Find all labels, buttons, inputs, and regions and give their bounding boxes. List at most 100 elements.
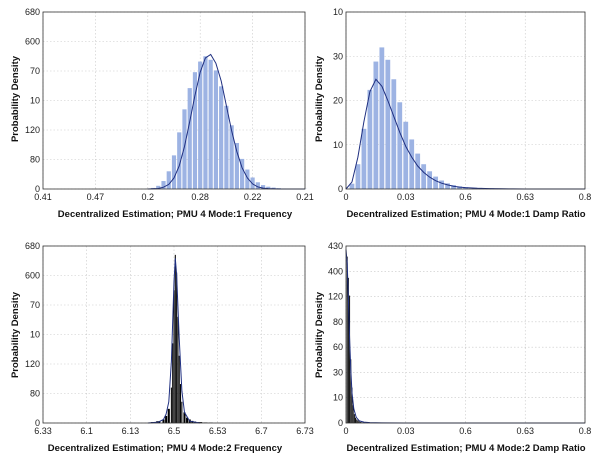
histogram-bar <box>174 254 176 423</box>
histogram-bar <box>349 295 351 423</box>
histogram-bar <box>361 128 367 189</box>
histogram-bar <box>351 387 353 423</box>
x-tick-label: 0.21 <box>296 192 314 202</box>
histogram-bar <box>255 182 260 189</box>
histogram-bar <box>183 412 186 423</box>
histogram-bar <box>203 56 208 189</box>
histogram-bar <box>173 290 175 423</box>
plot-frame <box>345 11 586 190</box>
y-axis-label: Probability Density <box>10 55 21 142</box>
y-tick-label: 600 <box>25 37 40 47</box>
histogram-bar <box>355 417 357 423</box>
chart-panel-mode2-frequency: 6.33 6.1 6.13 6.5 6.53 6.7 6.73 0 80 120 10 70 600 68… <box>10 241 314 454</box>
x-tick-label: 6.73 <box>296 426 314 436</box>
x-tick-label: 0.22 <box>244 192 262 202</box>
histogram-bar <box>260 185 266 189</box>
plot-frame <box>42 245 306 424</box>
y-tick-label: 30 <box>333 51 343 61</box>
histogram-bar <box>346 256 348 423</box>
y-tick-label: 10 <box>30 96 40 106</box>
tick-labels: 6.33 6.1 6.13 6.5 6.53 6.7 6.73 0 80 120 10 70 600 68… <box>25 241 314 436</box>
y-tick-label: 70 <box>30 300 40 310</box>
plot-area <box>42 11 308 190</box>
histogram-bar <box>165 415 168 423</box>
x-axis-label: Decentralized Estimation; PMU 4 Mode:2 D… <box>346 443 585 454</box>
histogram-bar <box>213 70 219 189</box>
histogram-bar <box>192 72 198 189</box>
x-tick-label: 0 <box>343 426 348 436</box>
x-tick-label: 6.7 <box>255 426 268 436</box>
histogram-bar <box>176 272 178 423</box>
histogram-bar <box>355 164 361 189</box>
histogram-bar <box>234 142 239 189</box>
y-tick-label: 80 <box>30 389 40 399</box>
histogram-bar <box>427 171 433 189</box>
y-tick-label: 0 <box>338 418 343 428</box>
y-axis-label: Probability Density <box>314 291 325 378</box>
histogram-bar <box>463 187 468 189</box>
y-tick-label: 0 <box>35 184 40 194</box>
histogram-bar <box>224 105 229 189</box>
y-tick-label: 120 <box>328 292 343 302</box>
histogram-bar <box>170 387 172 423</box>
y-tick-label: 0 <box>35 418 40 428</box>
histogram-bar <box>167 408 170 423</box>
histogram-bar <box>171 155 177 189</box>
plot-area <box>345 245 586 424</box>
x-axis-label: Decentralized Estimation; PMU 4 Mode:2 F… <box>48 443 283 454</box>
x-tick-label: 0.63 <box>516 192 534 202</box>
y-tick-label: 120 <box>25 125 40 135</box>
plot-area <box>42 245 306 424</box>
chart-panel-mode1-frequency: 0.41 0.47 0.2 0.28 0.22 0.210801201070600680 … <box>10 7 314 220</box>
histogram-bar <box>358 421 360 423</box>
histogram-bar <box>445 183 450 189</box>
y-tick-label: 20 <box>333 96 343 106</box>
x-tick-label: 0.2 <box>142 192 155 202</box>
y-axis-label: Probability Density <box>10 291 21 378</box>
histogram-bar <box>208 59 213 189</box>
plot-frame <box>42 11 306 190</box>
histogram-bar <box>198 61 203 190</box>
x-axis-label: Decentralized Estimation; PMU 4 Mode:1 D… <box>346 209 585 220</box>
histogram-bar <box>421 164 427 189</box>
histogram-bar <box>391 79 397 189</box>
histogram-bar <box>229 125 234 189</box>
histogram-bar <box>357 420 359 423</box>
histogram-bar <box>271 187 276 189</box>
histogram-bar <box>266 186 271 189</box>
plot-area <box>345 11 590 190</box>
y-tick-label: 10 <box>333 140 343 150</box>
x-tick-label: 0.63 <box>516 426 534 436</box>
histogram-bar <box>245 169 250 189</box>
density-fit-line <box>147 258 201 424</box>
plot-frame <box>345 245 586 424</box>
histogram-bar <box>451 185 456 189</box>
histogram-bar <box>177 316 179 423</box>
x-tick-label: 0.03 <box>397 192 415 202</box>
tick-labels: 0.41 0.47 0.2 0.28 0.22 0.21 0 80 120 10 70 600 680 <box>25 7 314 202</box>
histogram-bar <box>379 47 385 190</box>
chart-panel-mode1-damp-ratio: 0 0.03 0.6 0.63 0.8 0 10 20 30 10 Decentralized E… <box>314 7 591 220</box>
y-tick-label: 430 <box>328 241 343 251</box>
histogram-bar <box>180 384 182 423</box>
histogram-bar <box>186 417 189 423</box>
x-tick-label: 0.28 <box>191 192 209 202</box>
x-tick-label: 0.6 <box>459 426 472 436</box>
histogram-bar <box>181 401 183 423</box>
histogram-bar <box>172 343 174 423</box>
histogram-bar <box>182 109 187 189</box>
y-tick-label: 80 <box>333 317 343 327</box>
y-tick-label: 400 <box>328 266 343 276</box>
histogram-bar <box>187 88 192 189</box>
histogram-bar <box>356 419 358 423</box>
y-tick-label: 30 <box>333 367 343 377</box>
histogram-bar <box>352 405 354 423</box>
histogram-bar <box>367 89 373 189</box>
y-tick-label: 10 <box>333 393 343 403</box>
histogram-bar <box>177 132 182 189</box>
y-tick-label: 70 <box>30 66 40 76</box>
x-tick-label: 0.6 <box>459 192 472 202</box>
histogram-bar <box>433 176 439 189</box>
x-tick-label: 0.8 <box>579 192 592 202</box>
